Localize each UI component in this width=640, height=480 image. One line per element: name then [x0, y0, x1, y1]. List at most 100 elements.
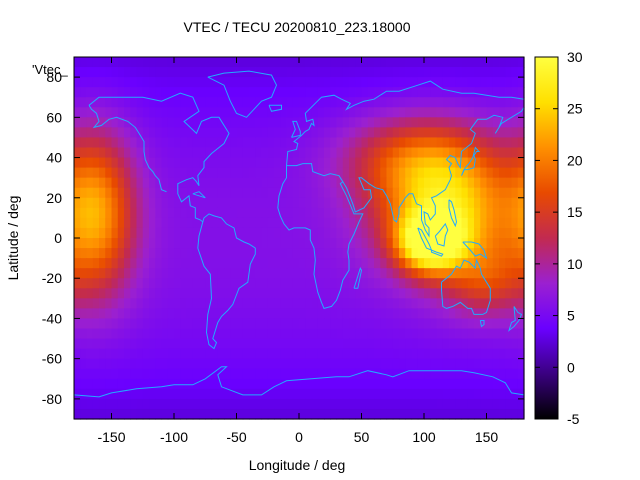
heatmap-cell: [317, 358, 325, 370]
heatmap-cell: [86, 97, 94, 108]
heatmap-cell: [299, 358, 306, 370]
heatmap-cell: [280, 248, 288, 259]
heatmap-cell: [411, 348, 419, 360]
heatmap-cell: [205, 378, 213, 390]
heatmap-cell: [361, 258, 369, 269]
heatmap-cell: [105, 288, 113, 299]
heatmap-cell: [274, 268, 281, 279]
heatmap-cell: [474, 308, 481, 320]
heatmap-cell: [324, 77, 331, 88]
heatmap-cell: [499, 358, 506, 370]
heatmap-cell: [124, 57, 131, 68]
heatmap-cell: [249, 358, 256, 370]
heatmap-cell: [367, 408, 375, 420]
heatmap-cell: [292, 227, 300, 239]
heatmap-cell: [386, 127, 394, 139]
heatmap-cell: [205, 358, 213, 370]
heatmap-cell: [486, 238, 494, 249]
heatmap-cell: [417, 217, 425, 229]
heatmap-cell: [99, 328, 106, 340]
heatmap-cell: [430, 97, 438, 108]
heatmap-cell: [180, 368, 188, 380]
heatmap-cell: [499, 278, 506, 289]
heatmap-cell: [417, 288, 425, 299]
heatmap-cell: [255, 398, 263, 410]
heatmap-cell: [280, 137, 288, 149]
heatmap-cell: [455, 57, 463, 68]
heatmap-cell: [255, 268, 263, 279]
heatmap-cell: [255, 137, 263, 149]
heatmap-cell: [274, 127, 281, 139]
heatmap-cell: [299, 167, 306, 179]
heatmap-cell: [105, 278, 113, 289]
heatmap-cell: [324, 298, 331, 309]
heatmap-cell: [442, 77, 450, 88]
heatmap-cell: [417, 87, 425, 98]
heatmap-cell: [267, 167, 275, 179]
heatmap-cell: [367, 67, 375, 78]
heatmap-cell: [305, 408, 313, 420]
heatmap-cell: [217, 157, 225, 169]
heatmap-cell: [174, 137, 181, 149]
heatmap-cell: [430, 358, 438, 370]
heatmap-cell: [380, 248, 388, 259]
heatmap-cell: [274, 318, 281, 330]
heatmap-cell: [299, 87, 306, 98]
heatmap-cell: [211, 107, 219, 118]
heatmap-cell: [330, 77, 338, 88]
heatmap-cell: [299, 137, 306, 149]
heatmap-cell: [486, 227, 494, 239]
heatmap-cell: [280, 57, 288, 68]
heatmap-cell: [286, 268, 294, 279]
heatmap-cell: [130, 388, 138, 400]
heatmap-cell: [392, 87, 400, 98]
heatmap-cell: [236, 57, 244, 68]
heatmap-cell: [261, 77, 269, 88]
heatmap-cell: [336, 368, 344, 380]
heatmap-cell: [486, 368, 494, 380]
heatmap-cell: [349, 368, 356, 380]
heatmap-cell: [405, 348, 413, 360]
heatmap-cell: [86, 338, 94, 350]
heatmap-cell: [117, 268, 125, 279]
heatmap-cell: [211, 258, 219, 269]
heatmap-cell: [311, 378, 319, 390]
heatmap-cell: [192, 258, 200, 269]
heatmap-cell: [511, 127, 519, 139]
heatmap-cell: [374, 147, 381, 159]
heatmap-cell: [111, 408, 119, 420]
heatmap-cell: [236, 147, 244, 159]
coastline-segment: [508, 306, 523, 332]
heatmap-cell: [342, 147, 350, 159]
heatmap-cell: [355, 388, 363, 400]
heatmap-cell: [111, 278, 119, 289]
heatmap-cell: [267, 358, 275, 370]
heatmap-cell: [117, 147, 125, 159]
heatmap-cell: [280, 117, 288, 128]
heatmap-cell: [292, 177, 300, 189]
heatmap-cell: [380, 107, 388, 118]
heatmap-cell: [330, 308, 338, 320]
heatmap-cell: [505, 107, 513, 118]
heatmap-cell: [92, 308, 100, 320]
heatmap-cell: [424, 57, 431, 68]
heatmap-cell: [149, 368, 156, 380]
heatmap-cell: [224, 288, 231, 299]
heatmap-cell: [217, 137, 225, 149]
heatmap-cell: [86, 77, 94, 88]
heatmap-cell: [499, 338, 506, 350]
heatmap-cell: [192, 238, 200, 249]
x-axis-ticks: -150 -100 -50 0 50 100 150: [97, 57, 498, 445]
heatmap-cell: [267, 67, 275, 78]
heatmap-cell: [380, 147, 388, 159]
heatmap-cell: [317, 298, 325, 309]
heatmap-cell: [186, 298, 194, 309]
heatmap-cell: [417, 197, 425, 209]
heatmap-cell: [449, 288, 456, 299]
heatmap-cell: [105, 368, 113, 380]
heatmap-cell: [405, 117, 413, 128]
heatmap-cell: [80, 117, 88, 128]
heatmap-cell: [186, 398, 194, 410]
heatmap-cell: [211, 127, 219, 139]
